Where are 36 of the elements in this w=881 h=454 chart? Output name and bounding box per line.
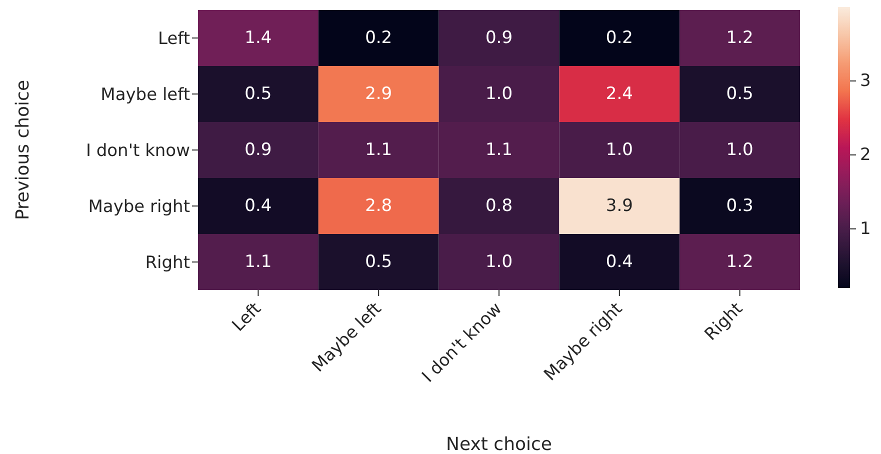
y-tick-label: Maybe right [88, 197, 190, 218]
color-bar-label: 1 [860, 218, 871, 239]
y-tick-label: I don't know [86, 141, 190, 162]
data-label: 0.4 [606, 252, 633, 272]
color-bar-label: 2 [860, 144, 871, 165]
data-label: 1.0 [485, 252, 513, 272]
data-label: 1.2 [726, 28, 754, 48]
data-label: 1.1 [244, 252, 272, 272]
data-label: 0.8 [485, 196, 513, 216]
data-label: 0.2 [365, 28, 392, 48]
data-label: 0.9 [244, 140, 272, 160]
data-label: 1.1 [365, 140, 392, 160]
data-label: 2.8 [365, 196, 392, 216]
x-axis-title: Next choice [446, 434, 552, 454]
y-tick-label: Left [158, 29, 190, 50]
y-tick-label: Maybe left [100, 85, 190, 106]
data-label: 1.4 [244, 28, 272, 48]
data-label: 1.2 [726, 252, 754, 272]
data-label: 1.0 [726, 140, 754, 160]
data-label: 1.0 [485, 84, 513, 104]
data-label: 2.4 [606, 84, 633, 104]
y-axis-title: Previous choice [12, 80, 34, 220]
data-label: 0.5 [726, 84, 754, 104]
data-label: 0.5 [244, 84, 272, 104]
data-label: 1.0 [606, 140, 633, 160]
data-label: 0.4 [244, 196, 272, 216]
color-bar-label: 3 [860, 70, 871, 91]
data-label: 2.9 [365, 84, 392, 104]
data-label: 0.3 [726, 196, 754, 216]
data-label: 0.2 [606, 28, 633, 48]
data-label: 0.9 [485, 28, 513, 48]
data-label: 1.1 [485, 140, 513, 160]
data-label: 0.5 [365, 252, 392, 272]
y-tick-label: Right [145, 253, 190, 274]
x-tick-label: Left [228, 298, 266, 336]
data-label: 3.9 [606, 196, 633, 216]
